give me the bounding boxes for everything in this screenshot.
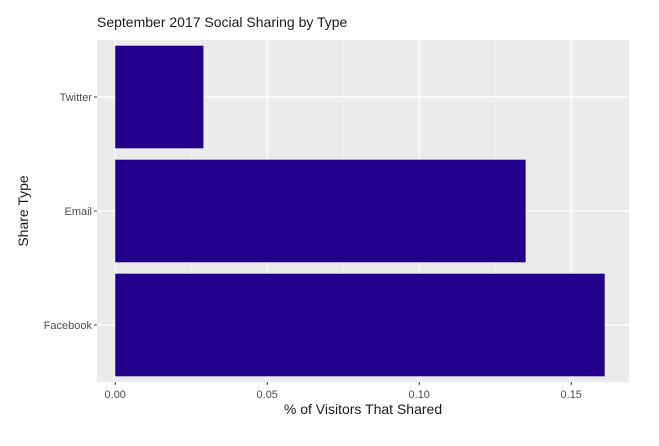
x-axis-title: % of Visitors That Shared — [284, 401, 442, 417]
y-tick-label: Email — [64, 206, 92, 218]
x-axis-ticks: 0.00 0.05 0.10 0.15 — [105, 382, 582, 401]
bar-facebook — [115, 273, 605, 377]
y-tick-label: Twitter — [60, 92, 93, 104]
y-axis-title: Share Type — [15, 175, 31, 247]
bar-email — [115, 159, 526, 263]
x-tick-label: 0.00 — [105, 389, 126, 401]
bar-twitter — [115, 45, 204, 149]
x-tick-label: 0.10 — [409, 389, 430, 401]
x-tick-label: 0.05 — [257, 389, 278, 401]
x-tick-label: 0.15 — [561, 389, 582, 401]
bar-series — [115, 45, 605, 377]
chart-title: September 2017 Social Sharing by Type — [97, 14, 348, 30]
y-axis-ticks: Facebook Email Twitter — [44, 92, 97, 332]
y-tick-label: Facebook — [44, 320, 93, 332]
